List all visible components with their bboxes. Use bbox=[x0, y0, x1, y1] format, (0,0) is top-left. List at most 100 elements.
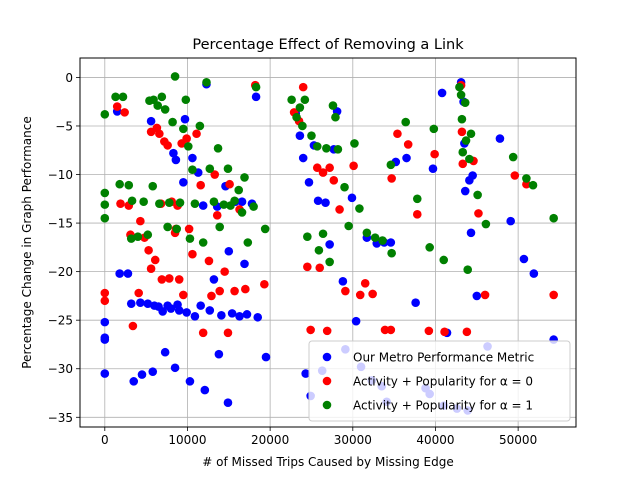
data-point bbox=[148, 181, 158, 191]
data-point bbox=[387, 174, 396, 183]
data-point bbox=[457, 114, 467, 124]
data-point bbox=[100, 369, 110, 378]
data-point bbox=[455, 82, 464, 92]
data-point bbox=[144, 245, 153, 255]
data-point bbox=[465, 154, 474, 164]
data-point bbox=[157, 92, 167, 102]
data-point bbox=[164, 274, 174, 283]
data-point bbox=[473, 190, 482, 200]
data-point bbox=[168, 117, 177, 127]
data-point bbox=[322, 144, 331, 153]
data-point bbox=[403, 140, 413, 149]
data-point bbox=[402, 153, 411, 163]
data-point bbox=[112, 102, 122, 111]
data-point bbox=[508, 152, 518, 162]
data-point bbox=[411, 298, 420, 308]
data-point bbox=[100, 335, 110, 344]
legend-marker bbox=[322, 376, 332, 386]
data-point bbox=[321, 198, 330, 207]
data-point bbox=[219, 200, 229, 209]
data-point bbox=[458, 147, 468, 157]
data-point bbox=[522, 174, 531, 183]
data-point bbox=[549, 290, 558, 300]
data-point bbox=[166, 304, 176, 313]
data-point bbox=[227, 309, 237, 318]
data-point bbox=[195, 121, 205, 131]
data-point bbox=[287, 95, 296, 105]
data-point bbox=[306, 325, 315, 335]
axis-ticks: 0 10000 20000 30000 40000 50000 0 −5 −10 −15 −20 −2… bbox=[48, 71, 538, 447]
data-point bbox=[528, 180, 538, 190]
data-point bbox=[519, 254, 529, 264]
data-point bbox=[510, 171, 520, 180]
data-point bbox=[148, 367, 158, 376]
data-point bbox=[223, 164, 233, 173]
y-tick-label: 0 bbox=[65, 71, 73, 85]
data-point bbox=[143, 299, 153, 308]
data-point bbox=[253, 312, 263, 322]
data-point bbox=[220, 267, 229, 276]
data-point bbox=[181, 95, 191, 105]
data-point bbox=[230, 286, 239, 296]
data-point bbox=[243, 238, 253, 247]
data-point bbox=[169, 148, 178, 158]
data-point bbox=[196, 180, 205, 190]
data-point bbox=[315, 263, 325, 273]
data-point bbox=[198, 238, 208, 247]
data-point bbox=[303, 262, 312, 272]
data-point bbox=[295, 131, 305, 140]
data-point bbox=[146, 116, 156, 126]
data-point bbox=[124, 180, 134, 190]
data-point bbox=[307, 131, 316, 140]
data-point bbox=[134, 288, 143, 298]
data-point bbox=[155, 199, 164, 208]
data-point bbox=[209, 197, 219, 207]
data-point bbox=[457, 127, 467, 137]
data-point bbox=[437, 88, 447, 98]
data-point bbox=[150, 255, 160, 265]
data-point bbox=[179, 177, 188, 187]
data-point bbox=[224, 246, 234, 256]
data-point bbox=[158, 307, 167, 316]
data-point bbox=[481, 219, 491, 229]
data-point bbox=[207, 291, 216, 301]
data-point bbox=[341, 286, 350, 296]
data-point bbox=[153, 101, 163, 110]
data-point bbox=[340, 182, 349, 192]
data-point bbox=[466, 228, 476, 238]
data-point bbox=[146, 264, 156, 274]
data-point bbox=[495, 134, 505, 143]
data-point bbox=[100, 296, 110, 306]
data-point bbox=[163, 222, 172, 232]
data-point bbox=[188, 153, 197, 163]
data-point bbox=[439, 255, 449, 265]
legend-label: Activity + Popularity for α = 0 bbox=[353, 375, 533, 389]
data-point bbox=[120, 108, 129, 117]
series-2 bbox=[100, 80, 558, 338]
data-point bbox=[100, 317, 110, 327]
data-point bbox=[386, 325, 396, 335]
data-point bbox=[215, 286, 225, 296]
data-point bbox=[393, 129, 402, 139]
data-point bbox=[378, 236, 387, 245]
y-tick-label: −10 bbox=[48, 168, 73, 182]
data-point bbox=[100, 213, 110, 223]
data-point bbox=[314, 245, 324, 255]
data-point bbox=[428, 164, 438, 173]
data-point bbox=[529, 269, 539, 278]
data-point bbox=[230, 196, 239, 206]
data-point bbox=[325, 240, 334, 249]
data-point bbox=[298, 121, 307, 131]
y-tick-label: −25 bbox=[48, 314, 73, 328]
data-point bbox=[318, 168, 328, 177]
data-point bbox=[322, 326, 332, 336]
data-point bbox=[118, 92, 128, 102]
data-point bbox=[115, 179, 124, 189]
data-point bbox=[333, 144, 343, 154]
data-point bbox=[430, 149, 439, 159]
data-point bbox=[185, 377, 195, 386]
data-point bbox=[506, 216, 515, 226]
data-point bbox=[139, 197, 148, 207]
data-point bbox=[312, 163, 322, 173]
